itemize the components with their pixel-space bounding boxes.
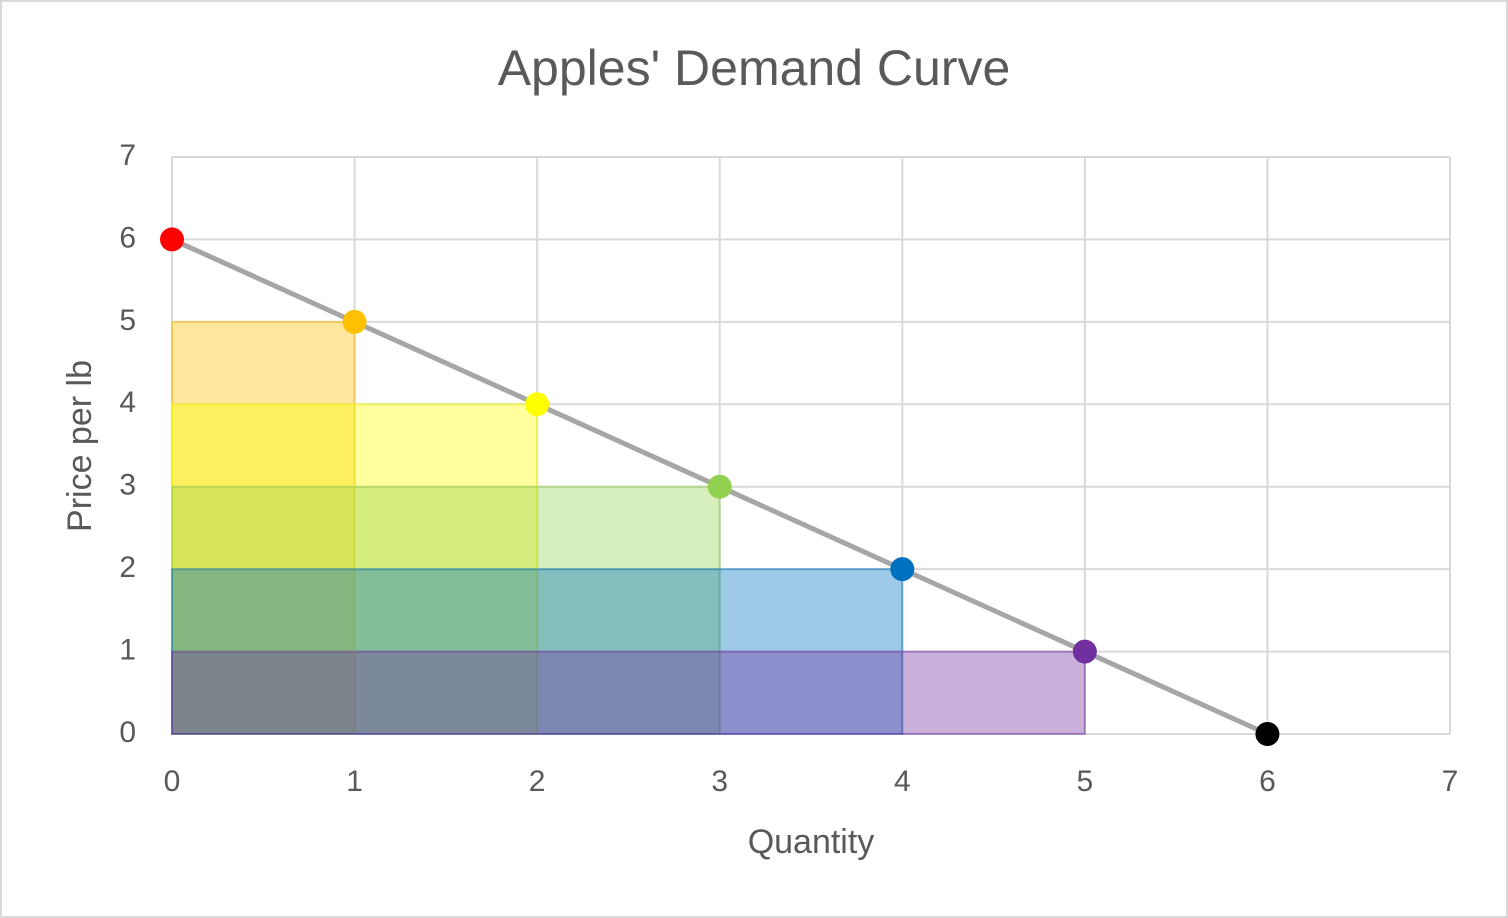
data-point: [342, 309, 367, 334]
y-tick-label: 4: [119, 386, 136, 419]
y-axis-title: Price per lb: [61, 360, 99, 532]
y-tick-label: 1: [119, 633, 136, 666]
x-tick-label: 4: [894, 765, 911, 798]
x-tick-label: 1: [346, 765, 363, 798]
y-tick-label: 5: [119, 304, 136, 337]
data-point: [1072, 639, 1097, 664]
y-tick-label: 3: [119, 469, 136, 502]
x-tick-label: 3: [711, 765, 728, 798]
revenue-area: [171, 320, 356, 735]
y-tick-label: 7: [119, 139, 136, 172]
x-tick-label: 5: [1077, 765, 1094, 798]
revenue-area: [171, 650, 1086, 735]
data-point: [1255, 722, 1280, 746]
x-tick-label: 0: [164, 765, 181, 798]
data-point: [160, 227, 184, 252]
y-tick-label: 2: [119, 551, 136, 584]
data-point: [525, 392, 550, 417]
x-tick-label: 6: [1259, 765, 1276, 798]
y-tick-label: 0: [119, 716, 136, 749]
data-point: [707, 474, 732, 499]
x-axis-title: Quantity: [748, 823, 875, 861]
x-tick-label: 2: [529, 765, 546, 798]
chart-title: Apples' Demand Curve: [498, 40, 1011, 96]
data-point: [890, 557, 915, 582]
x-tick-label: 7: [1442, 765, 1459, 798]
revenue-area: [171, 568, 904, 736]
y-tick-label: 6: [119, 221, 136, 254]
revenue-area: [171, 403, 539, 735]
revenue-area: [171, 485, 721, 736]
